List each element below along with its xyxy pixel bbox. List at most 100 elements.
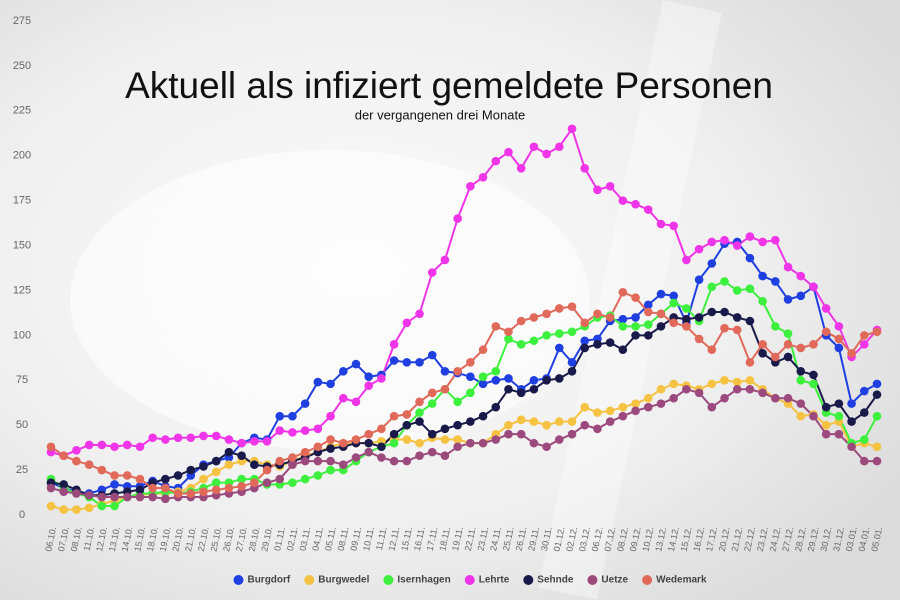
data-point — [186, 489, 196, 498]
data-point — [186, 433, 196, 443]
data-point — [288, 428, 297, 437]
data-point — [656, 219, 666, 229]
data-point — [618, 322, 628, 331]
data-point — [161, 494, 170, 504]
data-point — [872, 390, 882, 399]
data-point — [275, 426, 285, 435]
data-point — [275, 411, 285, 421]
data-point — [580, 420, 590, 430]
data-point — [516, 164, 526, 173]
data-point — [682, 314, 691, 324]
data-point — [364, 372, 373, 381]
data-point — [326, 411, 335, 421]
data-point — [605, 181, 615, 191]
data-point — [466, 438, 475, 448]
data-point — [504, 374, 513, 383]
data-point — [326, 456, 335, 466]
data-point — [313, 377, 323, 387]
x-tick-label: 10.11. — [361, 526, 376, 552]
data-point — [542, 442, 551, 452]
data-point — [605, 417, 615, 426]
data-point — [250, 478, 259, 487]
data-point — [262, 465, 272, 475]
background-shape — [70, 150, 590, 450]
data-point — [555, 435, 564, 444]
x-tick-label: 02.11. — [285, 526, 300, 552]
data-point — [211, 456, 221, 466]
data-point — [783, 295, 793, 304]
data-point — [300, 447, 310, 457]
data-point — [529, 438, 539, 448]
data-point — [262, 478, 272, 487]
y-tick-label: 150 — [13, 239, 31, 251]
data-point — [745, 316, 755, 326]
data-point — [440, 384, 450, 394]
data-point — [682, 304, 691, 313]
data-point — [783, 352, 793, 362]
data-point — [555, 329, 564, 338]
legend-label: Burgwedel — [318, 575, 369, 586]
data-point — [122, 492, 132, 502]
data-point — [529, 384, 539, 394]
data-point — [211, 467, 221, 477]
data-point — [720, 393, 729, 403]
data-point — [758, 271, 767, 281]
data-point — [809, 370, 818, 380]
data-point — [135, 442, 145, 452]
data-point — [516, 415, 526, 425]
data-point — [427, 447, 437, 457]
data-point — [758, 296, 767, 306]
data-point — [555, 374, 564, 383]
y-tick-label: 50 — [16, 419, 28, 431]
data-point — [504, 334, 513, 344]
data-point — [745, 232, 755, 241]
data-point — [326, 435, 335, 444]
data-point — [440, 424, 450, 434]
data-point — [427, 350, 437, 360]
data-point — [440, 451, 450, 461]
data-point — [186, 465, 196, 475]
data-point — [783, 340, 793, 349]
x-tick-label: 04.11. — [310, 526, 325, 552]
x-tick-label: 15.11. — [399, 526, 414, 552]
data-point — [859, 340, 869, 349]
data-point — [694, 388, 704, 398]
x-tick-label: 29.11. — [526, 526, 541, 552]
data-point — [478, 172, 488, 182]
data-point — [338, 366, 348, 376]
data-point — [593, 408, 602, 417]
data-point — [618, 345, 628, 355]
data-point — [631, 293, 640, 302]
data-point — [224, 435, 234, 444]
data-point — [669, 379, 678, 389]
data-point — [224, 447, 234, 457]
data-point — [821, 402, 831, 412]
data-point — [478, 438, 488, 448]
data-point — [771, 322, 780, 331]
data-point — [694, 334, 704, 344]
data-point — [580, 318, 590, 328]
data-point — [732, 325, 742, 335]
data-point — [707, 237, 717, 247]
data-point — [211, 431, 221, 441]
data-point — [542, 331, 551, 340]
data-point — [275, 474, 285, 484]
y-tick-label: 200 — [13, 150, 31, 162]
data-point — [555, 417, 564, 426]
legend-marker — [464, 575, 475, 585]
data-point — [529, 313, 539, 322]
data-point — [415, 358, 424, 367]
data-point — [643, 402, 653, 412]
data-point — [377, 453, 386, 462]
data-point — [338, 460, 348, 470]
data-point — [148, 492, 157, 502]
x-tick-label: 23.11. — [475, 526, 490, 552]
data-point — [59, 480, 69, 489]
data-point — [783, 262, 793, 272]
legend-marker — [642, 575, 653, 585]
data-point — [847, 417, 856, 426]
data-point — [605, 406, 615, 416]
data-point — [796, 366, 806, 376]
data-point — [567, 327, 577, 337]
data-point — [872, 327, 882, 337]
